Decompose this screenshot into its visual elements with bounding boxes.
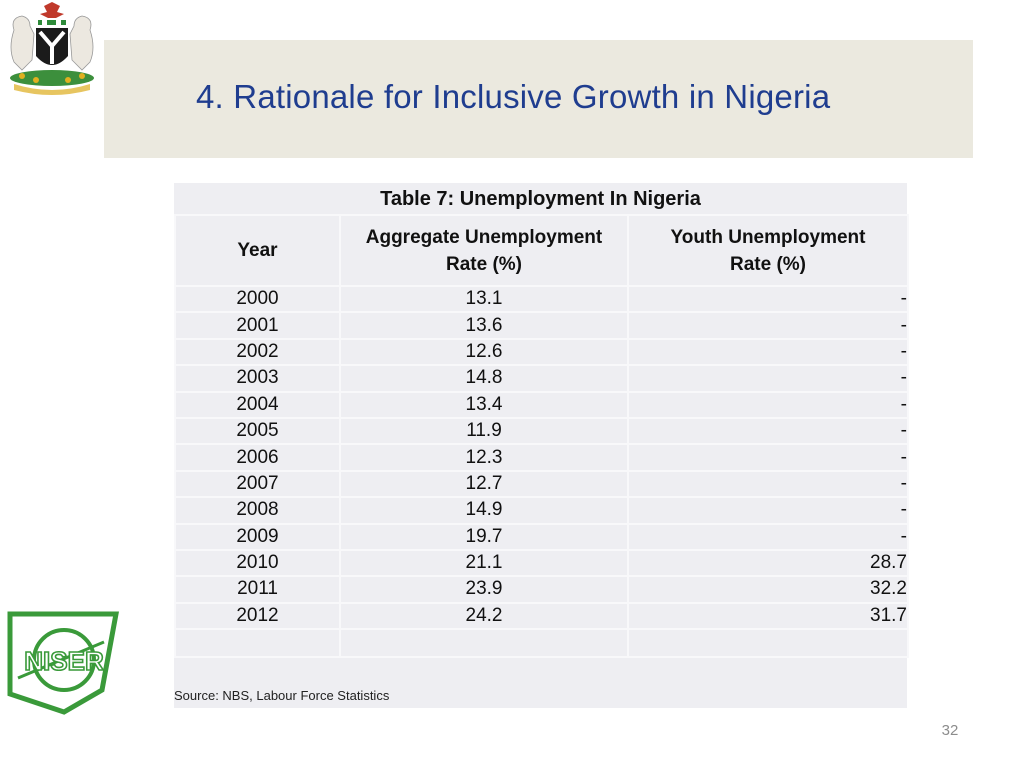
youth-cell: - — [627, 416, 909, 446]
table-row: 2009 19.7- — [174, 522, 909, 551]
youth-cell: - — [627, 311, 909, 340]
year-cell: 2011 — [174, 575, 341, 604]
empty-cell — [627, 628, 909, 659]
table-row: 2012 24.2 31.7 — [174, 601, 909, 631]
table-row: 2004 13.4- — [174, 390, 909, 419]
youth-cell: - — [627, 390, 909, 419]
aggregate-cell: 11.9 — [339, 416, 629, 446]
youth-cell: - — [627, 364, 909, 393]
page-number: 32 — [941, 722, 959, 739]
aggregate-cell: 14.8 — [339, 364, 629, 393]
youth-cell: - — [627, 469, 909, 499]
table-row: 2007 12.7- — [174, 469, 909, 499]
title-band: 4. Rationale for Inclusive Growth in Nig… — [104, 40, 973, 158]
table-source-note: Source: NBS, Labour Force Statistics — [174, 688, 390, 703]
aggregate-cell: 12.7 — [339, 469, 629, 499]
aggregate-cell: 19.7 — [339, 522, 629, 551]
youth-cell: - — [627, 522, 909, 551]
table-row: 2006 12.3- — [174, 443, 909, 472]
year-cell: 2009 — [174, 522, 341, 551]
year-cell: 2001 — [174, 311, 341, 340]
table-row: 2002 12.6- — [174, 337, 909, 367]
table-row: 2011 23.9 32.2 — [174, 575, 909, 604]
year-cell: 2000 — [174, 284, 341, 314]
youth-cell: - — [627, 496, 909, 525]
unemployment-table: Table 7: Unemployment In Nigeria Year Ag… — [174, 183, 909, 708]
year-cell: 2002 — [174, 337, 341, 367]
year-cell: 2006 — [174, 443, 341, 472]
table-caption: Table 7: Unemployment In Nigeria — [174, 183, 907, 216]
niser-logo-text: NISER — [24, 646, 104, 676]
aggregate-cell: 21.1 — [339, 548, 629, 578]
year-cell: 2012 — [174, 601, 341, 631]
youth-cell: - — [627, 337, 909, 367]
niser-logo: NISER — [7, 611, 120, 715]
aggregate-cell: 13.6 — [339, 311, 629, 340]
aggregate-cell: 24.2 — [339, 601, 629, 631]
table-row: 2001 13.6- — [174, 311, 909, 340]
youth-cell: 31.7 — [627, 601, 909, 631]
table-row-empty — [174, 628, 909, 659]
coat-of-arms-logo — [10, 2, 94, 95]
year-cell: 2007 — [174, 469, 341, 499]
empty-cell — [339, 628, 629, 659]
aggregate-cell: 14.9 — [339, 496, 629, 525]
table-row: 2005 11.9- — [174, 416, 909, 446]
year-cell: 2008 — [174, 496, 341, 525]
youth-cell: - — [627, 284, 909, 314]
header-year: Year — [174, 214, 341, 287]
aggregate-cell: 12.3 — [339, 443, 629, 472]
aggregate-cell: 13.1 — [339, 284, 629, 314]
year-cell: 2005 — [174, 416, 341, 446]
data-table: Year Aggregate Unemployment Rate (%) You… — [174, 214, 909, 659]
aggregate-cell: 23.9 — [339, 575, 629, 604]
header-aggregate-rate: Aggregate Unemployment Rate (%) — [339, 214, 629, 287]
table-row: 2008 14.9- — [174, 496, 909, 525]
empty-cell — [174, 628, 341, 659]
table-row: 2000 13.1- — [174, 284, 909, 314]
year-cell: 2004 — [174, 390, 341, 419]
table-row: 2010 21.1 28.7 — [174, 548, 909, 578]
youth-cell: 32.2 — [627, 575, 909, 604]
aggregate-cell: 13.4 — [339, 390, 629, 419]
header-youth-rate: Youth Unemployment Rate (%) — [627, 214, 909, 287]
aggregate-cell: 12.6 — [339, 337, 629, 367]
table-header-row: Year Aggregate Unemployment Rate (%) You… — [174, 214, 909, 287]
table-row: 2003 14.8- — [174, 364, 909, 393]
slide-title: 4. Rationale for Inclusive Growth in Nig… — [196, 78, 831, 115]
year-cell: 2010 — [174, 548, 341, 578]
youth-cell: - — [627, 443, 909, 472]
youth-cell: 28.7 — [627, 548, 909, 578]
year-cell: 2003 — [174, 364, 341, 393]
